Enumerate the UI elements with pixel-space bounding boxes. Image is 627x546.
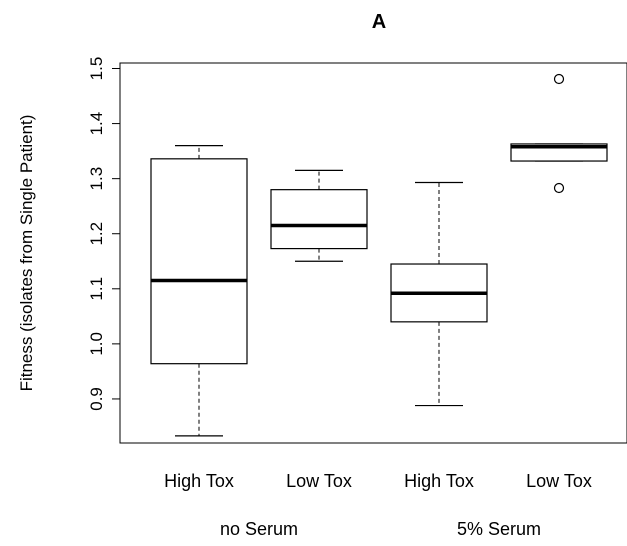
group-labels: no Serum 5% Serum (220, 519, 541, 539)
x-category-label: Low Tox (526, 471, 592, 491)
x-category-label: High Tox (164, 471, 234, 491)
x-group-label: 5% Serum (457, 519, 541, 539)
outlier-point (553, 73, 565, 85)
chart-title: A (372, 11, 386, 33)
outlier-point (553, 182, 565, 194)
boxes (150, 73, 608, 437)
x-axis-labels: High Tox Low Tox High Tox Low Tox (164, 471, 592, 491)
x-category-label: High Tox (404, 471, 474, 491)
y-tick-label: 1.0 (87, 332, 106, 356)
iqr-box (150, 158, 248, 365)
box-4 (510, 73, 608, 194)
x-group-label: no Serum (220, 519, 298, 539)
y-axis: 0.9 1.0 1.1 1.2 1.3 1.4 1.5 (87, 57, 121, 411)
y-tick-label: 0.9 (87, 387, 106, 411)
y-axis-label: Fitness (isolates from Single Patient) (17, 115, 36, 392)
box-2 (270, 169, 368, 262)
x-category-label: Low Tox (286, 471, 352, 491)
y-tick-label: 1.5 (87, 57, 106, 81)
y-tick-label: 1.4 (87, 112, 106, 136)
box-3 (390, 181, 488, 407)
y-tick-label: 1.1 (87, 277, 106, 301)
y-tick-label: 1.2 (87, 222, 106, 246)
iqr-box (270, 189, 368, 250)
y-tick-label: 1.3 (87, 167, 106, 191)
box-1 (150, 145, 248, 437)
